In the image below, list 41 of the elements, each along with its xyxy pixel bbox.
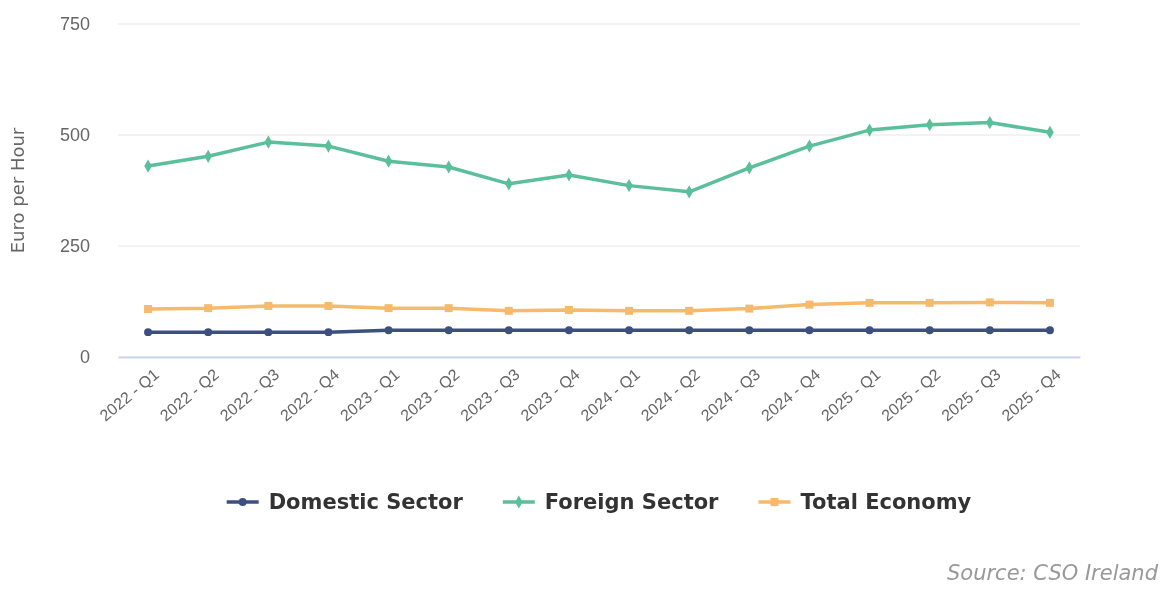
point (925, 298, 934, 307)
y-tick-label: 500 (59, 125, 90, 146)
point (625, 326, 634, 335)
point (144, 305, 153, 314)
source-note: Source: CSO Ireland (946, 561, 1159, 585)
point (264, 328, 273, 337)
point (865, 298, 874, 307)
y-tick-label: 0 (79, 347, 90, 368)
point (1045, 298, 1054, 307)
point (805, 300, 814, 309)
point (504, 306, 513, 315)
point (564, 305, 573, 314)
y-tick-label: 750 (59, 14, 90, 35)
point (985, 298, 994, 307)
point (685, 306, 694, 315)
point (444, 326, 453, 335)
point (745, 326, 754, 335)
point (564, 326, 573, 335)
point (685, 326, 694, 335)
point (444, 304, 453, 313)
point (925, 326, 934, 335)
point (865, 326, 874, 335)
point (324, 301, 333, 310)
point (1045, 326, 1054, 335)
point (504, 326, 513, 335)
point (985, 326, 994, 335)
y-tick-label: 250 (59, 236, 90, 257)
point (745, 304, 754, 313)
point (144, 328, 153, 337)
point (204, 328, 213, 337)
point (384, 304, 393, 313)
point (384, 326, 393, 335)
y-axis-title: Euro per Hour (7, 127, 28, 254)
legend-label: Foreign Sector (544, 490, 720, 515)
legend-label: Domestic Sector (268, 490, 464, 515)
legend-label: Total Economy (800, 490, 972, 515)
point (805, 326, 814, 335)
point (264, 301, 273, 310)
point (625, 306, 634, 315)
point (324, 328, 333, 337)
point (204, 304, 213, 313)
